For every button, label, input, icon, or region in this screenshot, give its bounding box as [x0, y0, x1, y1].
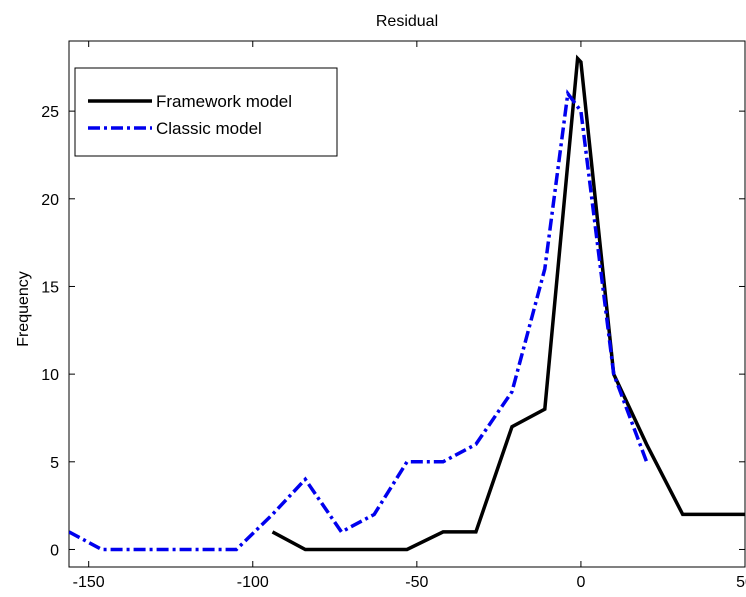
x-tick-label: 0: [576, 574, 585, 591]
legend-box: [74, 67, 338, 157]
series-line-classic-model: [69, 89, 649, 552]
legend-label: Classic model: [156, 119, 262, 138]
x-tick-label: -100: [237, 574, 269, 591]
y-tick-label: 15: [41, 279, 59, 296]
y-tick-label: 20: [41, 192, 59, 209]
legend-label: Framework model: [156, 92, 292, 111]
y-tick-label: 25: [41, 104, 59, 121]
y-axis-label: Frequency: [15, 271, 32, 347]
plot-area: -150 -100 -50 0 50 0 5 10 15 20 25 Framework model C…: [41, 40, 746, 591]
y-tick-label: 10: [41, 367, 59, 384]
x-tick-label: 50: [736, 574, 746, 591]
x-tick-label: -50: [405, 574, 428, 591]
y-tick-label: 0: [50, 542, 59, 559]
chart-title: Residual: [376, 13, 438, 30]
axes-frame: [68, 40, 746, 568]
series-line-framework-model: [271, 54, 745, 552]
y-tick-label: 5: [50, 455, 59, 472]
x-tick-label: -150: [73, 574, 105, 591]
